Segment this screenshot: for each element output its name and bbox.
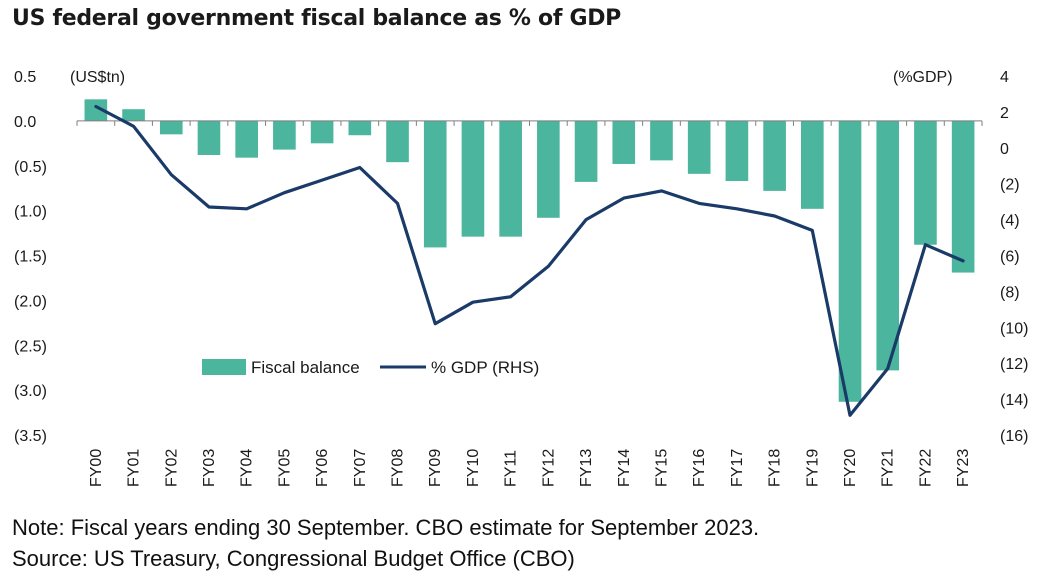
x-tick-label: FY02	[163, 449, 180, 487]
x-tick-label: FY09	[427, 449, 444, 487]
chart-title: US federal government fiscal balance as …	[12, 6, 621, 31]
left-tick-label: (1.5)	[14, 249, 47, 266]
x-tick-label: FY18	[767, 449, 784, 487]
right-tick-label: 2	[1000, 105, 1009, 122]
x-tick-label: FY12	[540, 449, 557, 487]
bar-fy19	[801, 120, 824, 209]
chart-canvas: 0.5 0.0 (0.5) (1.0) (1.5) (2.0) (2.5) (3.0) (3.5…	[14, 69, 1028, 487]
bar-fy05	[273, 120, 296, 150]
bar-fy16	[687, 120, 711, 174]
left-tick-label: (1.0)	[14, 204, 47, 221]
line-layer	[94, 104, 965, 417]
x-tick-label: FY16	[691, 449, 708, 487]
bar-fy18	[763, 120, 786, 191]
bar-fy21	[876, 120, 900, 371]
bar-fy15	[650, 120, 673, 161]
left-tick-label: (2.5)	[14, 338, 47, 355]
bar-fy14	[612, 120, 636, 164]
bar-fy13	[574, 120, 598, 182]
bar-fy11	[499, 120, 522, 237]
bar-fy20	[838, 120, 862, 402]
gdp-line	[94, 104, 965, 417]
axis-layer	[76, 120, 983, 126]
legend: Fiscal balance % GDP (RHS)	[202, 358, 539, 377]
x-tick-label: FY15	[653, 449, 670, 487]
x-tick-label: FY23	[955, 449, 972, 487]
right-tick-label: 0	[1000, 141, 1009, 158]
x-tick-label: FY22	[917, 449, 934, 487]
left-tick-label: 0.5	[14, 69, 36, 86]
right-tick-label: (12)	[1000, 356, 1028, 373]
right-tick-label: (8)	[1000, 284, 1020, 301]
x-tick-label: FY19	[804, 449, 821, 487]
bar-fy17	[725, 120, 749, 182]
x-tick-label: FY20	[842, 449, 859, 487]
x-tick-label: FY06	[314, 449, 331, 487]
footnote-source: Source: US Treasury, Congressional Budge…	[12, 546, 575, 571]
x-tick-label: FY00	[88, 449, 105, 487]
x-tick-label: FY05	[276, 449, 293, 487]
right-tick-label: 4	[1000, 69, 1009, 86]
x-tick-label: FY10	[465, 449, 482, 487]
x-tick-label: FY07	[352, 449, 369, 487]
legend-swatch-fiscal-balance	[202, 359, 246, 375]
bar-fy01	[122, 109, 145, 121]
right-tick-label: (16)	[1000, 428, 1028, 445]
bar-fy07	[348, 120, 372, 136]
bar-fy10	[461, 120, 485, 237]
bar-fy04	[235, 120, 258, 158]
bar-fy02	[159, 120, 183, 135]
bar-fy03	[197, 120, 221, 155]
bars-layer	[84, 99, 975, 402]
x-tick-label: FY04	[239, 449, 256, 487]
right-tick-label: (14)	[1000, 392, 1028, 409]
bar-fy00	[84, 99, 108, 121]
bar-fy22	[914, 120, 937, 245]
x-tick-label: FY21	[880, 449, 897, 487]
bar-fy12	[537, 120, 560, 218]
legend-label-fiscal-balance: Fiscal balance	[251, 358, 360, 377]
left-tick-label: 0.0	[14, 114, 36, 131]
right-tick-label: (2)	[1000, 177, 1020, 194]
bar-fy09	[423, 120, 447, 248]
legend-label-gdp: % GDP (RHS)	[431, 358, 539, 377]
footnote-note: Note: Fiscal years ending 30 September. …	[12, 515, 760, 540]
right-tick-label: (10)	[1000, 320, 1028, 337]
x-tick-label: FY08	[390, 449, 407, 487]
left-tick-label: (3.0)	[14, 383, 47, 400]
left-tick-label: (3.5)	[14, 428, 47, 445]
x-tick-label: FY11	[503, 450, 520, 487]
x-tick-label: FY17	[729, 449, 746, 487]
bar-fy08	[386, 120, 409, 163]
right-tick-label: (4)	[1000, 213, 1020, 230]
right-tick-label: (6)	[1000, 249, 1020, 266]
bar-fy06	[310, 120, 334, 144]
left-tick-label: (2.0)	[14, 293, 47, 310]
left-tick-label: (0.5)	[14, 159, 47, 176]
x-tick-label: FY03	[201, 449, 218, 487]
left-axis-unit: (US$tn)	[70, 69, 125, 86]
right-axis-unit: (%GDP)	[893, 69, 953, 86]
x-tick-label: FY13	[578, 449, 595, 487]
x-tick-label: FY14	[616, 449, 633, 487]
ticks-layer: 0.5 0.0 (0.5) (1.0) (1.5) (2.0) (2.5) (3.0) (3.5…	[14, 69, 1028, 487]
bar-fy23	[951, 120, 975, 273]
x-tick-label: FY01	[126, 449, 143, 487]
